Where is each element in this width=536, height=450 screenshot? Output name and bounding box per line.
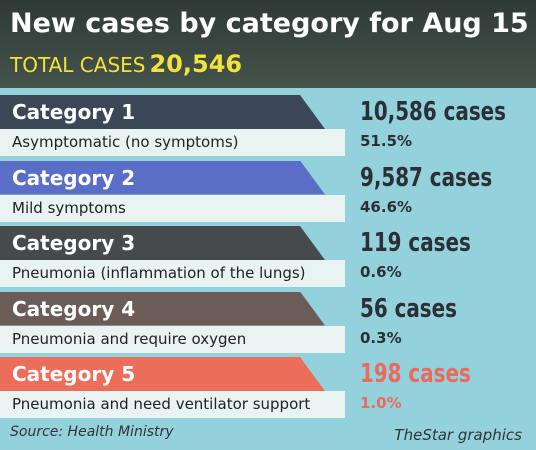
percent: 51.5% [360,132,413,150]
cases: 119 cases [360,228,471,258]
category-label: Category 1 [0,95,325,129]
cases: 56 cases [360,293,457,324]
credit: TheStar graphics [394,426,522,444]
total-value: 20,546 [149,50,243,78]
description: Pneumonia and require oxygen [0,325,345,353]
description: Pneumonia (inflammation of the lungs) [0,260,345,287]
category-label: Category 5 [0,357,325,391]
category-label: Category 3 [0,226,325,260]
description: Pneumonia and need ventilator support [0,391,345,418]
cases: 9,587 cases [360,162,493,193]
source: Source: Health Ministry [10,424,174,440]
category-row: Category 1 Asymptomatic (no symptoms) 10,5… [0,95,536,159]
category-row: Category 3 Pneumonia (inflammation of the… [0,226,536,290]
title: New cases by category for Aug 15 [10,8,529,39]
total: TOTAL CASES 20,546 [10,50,242,78]
cases: 10,586 cases [360,97,507,127]
category-label: Category 4 [0,291,325,326]
percent: 1.0% [360,394,402,412]
category-label: Category 2 [0,160,325,195]
total-label: TOTAL CASES [10,53,146,77]
percent: 46.6% [360,197,413,216]
percent: 0.3% [360,328,402,347]
category-row: Category 5 Pneumonia and need ventilator … [0,357,536,421]
cases: 198 cases [360,359,471,389]
header: New cases by category for Aug 15 TOTAL C… [0,0,536,88]
percent: 0.6% [360,263,402,281]
description: Asymptomatic (no symptoms) [0,129,345,156]
category-row: Category 2 Mild symptoms 9,587 cases 46.6% [0,160,536,225]
category-row: Category 4 Pneumonia and require oxygen 56… [0,291,536,356]
description: Mild symptoms [0,194,345,222]
